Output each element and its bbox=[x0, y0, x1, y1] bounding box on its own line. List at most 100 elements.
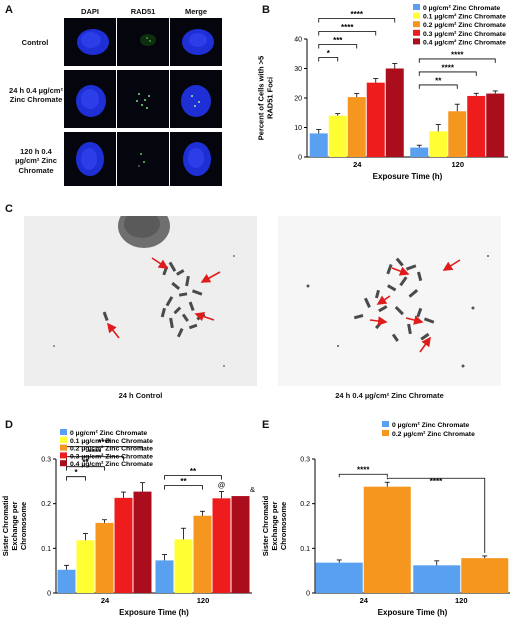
y-tick-label: 0.2 bbox=[300, 501, 310, 508]
significance-label: ** bbox=[82, 458, 89, 467]
legend-label: 0 µg/cm² Zinc Chromate bbox=[392, 422, 469, 429]
bar bbox=[328, 115, 347, 157]
significance-label: **** bbox=[357, 466, 370, 475]
y-axis-label: Sister ChromatidExchange perChromosome bbox=[261, 495, 288, 556]
significance-label: ** bbox=[180, 477, 187, 486]
bar bbox=[212, 498, 231, 593]
bar bbox=[413, 565, 461, 593]
legend-swatch bbox=[60, 436, 67, 443]
bar bbox=[114, 497, 133, 593]
bar bbox=[76, 540, 95, 593]
legend-label: 0.2 µg/cm² Zinc Chromate bbox=[423, 22, 506, 29]
panel-c-letter: C bbox=[5, 203, 13, 215]
panel-d-letter: D bbox=[5, 419, 13, 431]
y-tick-label: 0.1 bbox=[300, 546, 310, 553]
significance-label: **** bbox=[351, 10, 364, 19]
y-tick-label: 0 bbox=[47, 591, 51, 598]
panel-a-header-rad51: RAD51 bbox=[130, 7, 156, 16]
bar bbox=[461, 558, 509, 593]
legend-label: 0 µg/cm² Zinc Chromate bbox=[70, 430, 147, 437]
significance-bracket bbox=[318, 57, 339, 62]
significance-bracket bbox=[66, 476, 86, 481]
legend-swatch bbox=[413, 38, 420, 45]
significance-label: * bbox=[74, 468, 78, 477]
y-tick-label: 10 bbox=[294, 125, 302, 132]
significance-bracket bbox=[318, 44, 358, 49]
bar bbox=[57, 569, 76, 593]
bar bbox=[366, 82, 385, 157]
legend-swatch bbox=[60, 452, 67, 459]
legend-label: 0.2 µg/cm² Zinc Chromate bbox=[392, 431, 475, 438]
bar-mark-label: @ bbox=[218, 481, 226, 490]
x-axis-label: Exposure Time (h) bbox=[119, 608, 189, 617]
bar bbox=[174, 539, 193, 593]
significance-bracket bbox=[66, 466, 105, 471]
x-tick-label: 120 bbox=[197, 596, 210, 605]
y-tick-label: 20 bbox=[294, 96, 302, 103]
chart-e: 0 0.1 0.2 0.3 Sister ChromatidExchange perCh… bbox=[261, 421, 510, 617]
legend-swatch bbox=[382, 421, 389, 427]
x-tick-label: 120 bbox=[455, 596, 468, 605]
x-tick-label: 120 bbox=[451, 160, 464, 169]
metaphase-caption-control: 24 h Control bbox=[118, 391, 163, 400]
significance-bracket bbox=[318, 18, 396, 23]
y-tick-label: 0.1 bbox=[41, 546, 51, 553]
micrograph-24h-dapi bbox=[64, 70, 116, 128]
y-tick-label: 40 bbox=[294, 37, 302, 44]
bar bbox=[410, 147, 429, 157]
bar bbox=[467, 95, 486, 157]
legend-swatch bbox=[382, 430, 389, 436]
legend-label: 0.2 µg/cm² Zinc Chromate bbox=[70, 446, 153, 453]
legend-swatch bbox=[413, 4, 420, 10]
chart-b: 0 10 20 30 40 Percent of Cells with >5RAD51 F… bbox=[257, 4, 508, 181]
bar bbox=[231, 496, 250, 593]
legend-label: 0.3 µg/cm² Zinc Chromate bbox=[70, 453, 153, 460]
micrograph-control-dapi bbox=[64, 18, 116, 66]
metaphase-caption-zinc: 24 h 0.4 µg/cm² Zinc Chromate bbox=[335, 391, 444, 400]
significance-bracket bbox=[338, 473, 388, 478]
y-tick-label: 0.2 bbox=[41, 501, 51, 508]
bar bbox=[315, 562, 363, 593]
y-tick-label: 0 bbox=[306, 591, 310, 598]
significance-label: ** bbox=[435, 76, 442, 85]
significance-label: **** bbox=[98, 438, 111, 447]
micrograph-24h-merge bbox=[170, 70, 222, 128]
significance-bracket bbox=[164, 485, 203, 490]
bar bbox=[193, 515, 212, 593]
significance-label: **** bbox=[430, 477, 443, 486]
legend-swatch bbox=[60, 429, 67, 435]
significance-label: **** bbox=[451, 50, 464, 59]
bar bbox=[347, 97, 366, 157]
legend-swatch bbox=[60, 460, 67, 467]
panel-a-header-dapi: DAPI bbox=[81, 7, 99, 16]
y-tick-label: 0 bbox=[298, 155, 302, 162]
bar bbox=[486, 93, 505, 157]
significance-label: ** bbox=[190, 467, 197, 476]
micrograph-control-rad51 bbox=[117, 18, 169, 66]
legend-label: 0 µg/cm² Zinc Chromate bbox=[423, 5, 500, 12]
legend-swatch bbox=[413, 12, 420, 19]
x-tick-label: 24 bbox=[360, 596, 369, 605]
micrograph-120h-dapi bbox=[64, 132, 116, 186]
bar bbox=[133, 491, 152, 593]
chart-d: 0 0.1 0.2 0.3 Sister ChromatidExchange perCh… bbox=[1, 429, 255, 617]
bar bbox=[448, 111, 467, 157]
significance-bracket bbox=[418, 84, 458, 89]
significance-bracket bbox=[164, 475, 222, 480]
micrograph-120h-rad51 bbox=[117, 132, 169, 186]
bar bbox=[363, 486, 411, 593]
bar bbox=[309, 133, 328, 157]
bar-mark-label: & bbox=[250, 485, 255, 494]
metaphase-photo-zinc bbox=[278, 216, 501, 386]
micrograph-120h-merge bbox=[170, 132, 222, 186]
bar bbox=[95, 522, 114, 593]
significance-bracket bbox=[318, 31, 377, 36]
significance-label: * bbox=[327, 49, 331, 58]
legend-swatch bbox=[413, 21, 420, 28]
significance-label: **** bbox=[341, 23, 354, 32]
y-tick-label: 0.3 bbox=[41, 457, 51, 464]
panel-a-row-label-control: Control bbox=[21, 38, 49, 47]
legend-label: 0.3 µg/cm² Zinc Chromate bbox=[423, 31, 506, 38]
micrograph-control-merge bbox=[170, 18, 222, 66]
panel-a-row-label-24h: 24 h 0.4 µg/cm² Zinc Chromate bbox=[9, 86, 63, 105]
